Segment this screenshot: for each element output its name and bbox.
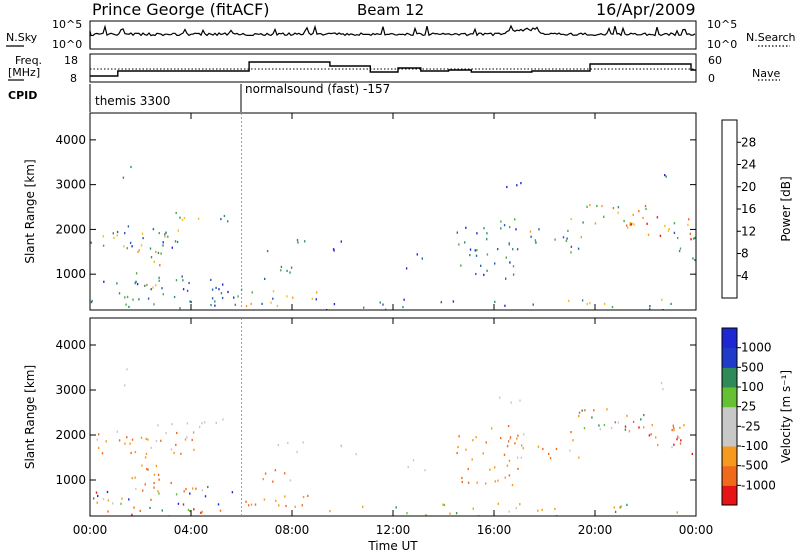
colorbar-tick-label: 12 bbox=[741, 224, 756, 238]
colorbar-tick-label: 20 bbox=[741, 180, 756, 194]
nsearch-label: N.Search bbox=[746, 31, 796, 44]
colorbar-label: Velocity [m s⁻¹] bbox=[779, 370, 793, 463]
ytick-label: 1000 bbox=[55, 267, 86, 281]
colorbar-segment bbox=[722, 387, 737, 408]
xtick-label: 00:00 bbox=[73, 523, 108, 537]
beam-label: Beam 12 bbox=[357, 1, 425, 19]
xtick-label: 20:00 bbox=[578, 523, 613, 537]
nsky-trace bbox=[89, 24, 696, 48]
nsky-label: N.Sky bbox=[6, 31, 38, 44]
cpid-label: CPID bbox=[8, 89, 38, 102]
freq-panel-frame bbox=[89, 53, 697, 83]
nsearch-bottom-tick: 10^0 bbox=[707, 38, 738, 51]
colorbar-tick-label: -25 bbox=[741, 419, 761, 433]
colorbar-tick-label: 8 bbox=[741, 247, 749, 261]
colorbar-segment bbox=[722, 426, 737, 447]
colorbar-label: Power [dB] bbox=[779, 176, 793, 241]
ytick-label: 2000 bbox=[55, 222, 86, 236]
freq-label-1: Freq. bbox=[15, 54, 43, 67]
xtick-label: 08:00 bbox=[275, 523, 310, 537]
ytick-label: 4000 bbox=[55, 133, 86, 147]
colorbar-tick-label: -500 bbox=[741, 459, 768, 473]
colorbar-tick-label: 100 bbox=[741, 380, 764, 394]
colorbar-tick-label: -100 bbox=[741, 439, 768, 453]
velocity-colorbar: 1000 500 100 25 -25 -100 -500 -1000 Velocity [m … bbox=[721, 327, 793, 506]
x-axis-label: Time UT bbox=[367, 539, 418, 553]
y-axis-label: Slant Range [km] bbox=[23, 365, 37, 469]
ytick-label: 4000 bbox=[55, 338, 86, 352]
colorbar-segment bbox=[722, 367, 737, 388]
cpid-mode-2: normalsound (fast) -157 bbox=[245, 82, 391, 96]
xtick-label: 04:00 bbox=[174, 523, 209, 537]
power-colorbar: 4 8 12 16 20 24 28 Power [dB] bbox=[721, 119, 793, 299]
freq-label-2: [MHz] bbox=[8, 66, 41, 79]
nave-top-tick: 60 bbox=[708, 54, 722, 67]
colorbar-frame bbox=[721, 327, 738, 506]
colorbar-tick-label: 1000 bbox=[741, 341, 772, 355]
plot-frame bbox=[89, 112, 697, 311]
colorbar-segment bbox=[722, 406, 737, 427]
freq-trace bbox=[90, 61, 696, 77]
scatter-cells bbox=[90, 368, 696, 516]
nsky-top-tick: 10^5 bbox=[52, 18, 83, 31]
colorbar-tick-label: 28 bbox=[741, 135, 756, 149]
colorbar-segment bbox=[722, 328, 737, 349]
colorbar-tick-label: 25 bbox=[741, 400, 756, 414]
colorbar-tick-label: -1000 bbox=[741, 478, 776, 492]
colorbar-tick-label: 16 bbox=[741, 202, 756, 216]
colorbar-tick-label: 500 bbox=[741, 360, 764, 374]
colorbar-segment bbox=[722, 485, 737, 506]
y-axis-label: Slant Range [km] bbox=[23, 159, 37, 263]
date-label: 16/Apr/2009 bbox=[596, 0, 696, 19]
nave-label: Nave bbox=[752, 67, 781, 80]
axes: 00:00 04:00 08:00 12:00 16:00 20:00 00:00 Time … bbox=[73, 523, 714, 553]
colorbar-segment bbox=[722, 465, 737, 486]
ytick-label: 3000 bbox=[55, 383, 86, 397]
colorbar-frame bbox=[721, 119, 738, 299]
velocity-panel: 1000 2000 3000 4000 Slant Range [km] bbox=[23, 317, 697, 517]
nsearch-top-tick: 10^5 bbox=[707, 18, 738, 31]
colorbar-segment bbox=[722, 347, 737, 368]
colorbar-tick-label: 24 bbox=[741, 158, 756, 172]
ytick-label: 1000 bbox=[55, 473, 86, 487]
plot-frame bbox=[89, 317, 697, 517]
colorbar-segment bbox=[722, 446, 737, 467]
xtick-label: 00:00 bbox=[679, 523, 714, 537]
scatter-cells bbox=[90, 165, 696, 310]
xtick-label: 16:00 bbox=[477, 523, 512, 537]
colorbar-tick-label: 4 bbox=[741, 269, 749, 283]
site-title: Prince George (fitACF) bbox=[92, 0, 270, 19]
nave-bottom-tick: 0 bbox=[708, 72, 715, 85]
cpid-mode-1: themis 3300 bbox=[95, 94, 171, 108]
freq-bottom-tick: 8 bbox=[70, 72, 77, 85]
ytick-label: 2000 bbox=[55, 428, 86, 442]
nsky-bottom-tick: 10^0 bbox=[52, 38, 83, 51]
freq-top-tick: 18 bbox=[64, 54, 78, 67]
power-panel: 1000 2000 3000 4000 Slant Range [km] bbox=[23, 112, 697, 311]
ytick-label: 3000 bbox=[55, 178, 86, 192]
xtick-label: 12:00 bbox=[376, 523, 411, 537]
